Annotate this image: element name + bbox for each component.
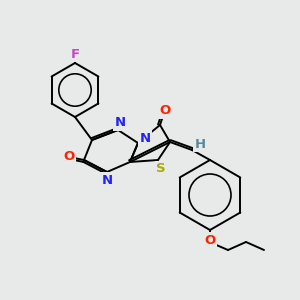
Text: O: O xyxy=(159,104,171,118)
Text: O: O xyxy=(63,151,75,164)
Text: N: N xyxy=(101,173,112,187)
Text: S: S xyxy=(156,163,166,176)
Text: N: N xyxy=(140,131,151,145)
Text: H: H xyxy=(194,137,206,151)
Text: F: F xyxy=(70,47,80,61)
Text: O: O xyxy=(204,233,216,247)
Text: N: N xyxy=(114,116,126,130)
